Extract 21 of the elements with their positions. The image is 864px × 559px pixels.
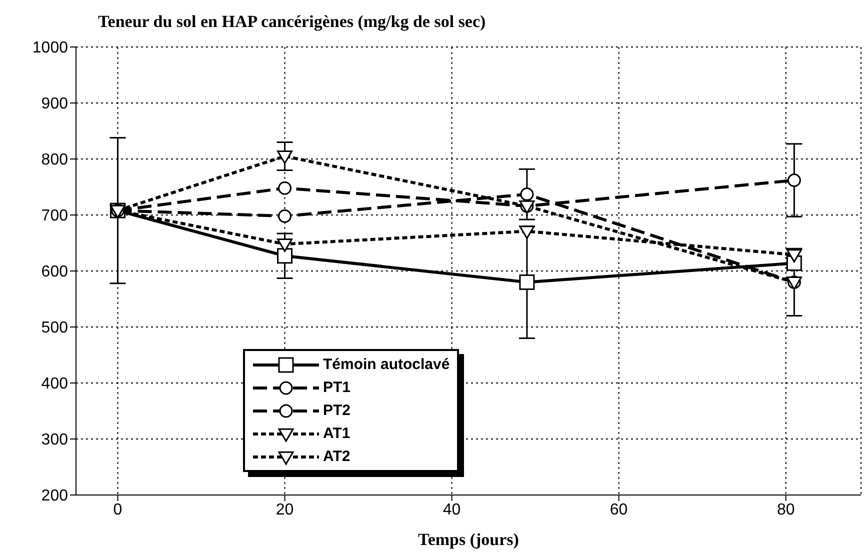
legend-label: PT2 bbox=[323, 402, 351, 419]
x-tick-label: 20 bbox=[276, 501, 294, 518]
y-tick-label: 300 bbox=[41, 432, 68, 449]
y-tick-label: 900 bbox=[41, 96, 68, 113]
chart-title: Teneur du sol en HAP cancérigènes (mg/kg de sol sec) bbox=[98, 12, 486, 32]
y-tick-label: 600 bbox=[41, 264, 68, 281]
legend-label: AT2 bbox=[323, 448, 350, 465]
x-tick-label: 80 bbox=[776, 501, 795, 518]
y-tick-label: 1000 bbox=[32, 40, 68, 57]
x-tick-label: 60 bbox=[610, 501, 628, 518]
x-tick-label: 40 bbox=[442, 501, 461, 518]
y-tick-label: 500 bbox=[41, 320, 68, 337]
legend-label: Témoin autoclavé bbox=[323, 356, 450, 373]
legend-label: AT1 bbox=[323, 425, 350, 442]
y-tick-label: 800 bbox=[41, 152, 68, 169]
y-tick-label: 200 bbox=[41, 488, 68, 505]
x-axis-title: Temps (jours) bbox=[418, 530, 519, 549]
y-tick-label: 400 bbox=[41, 376, 68, 393]
x-tick-label: 0 bbox=[113, 501, 122, 518]
legend-label: PT1 bbox=[323, 379, 351, 396]
y-tick-label: 700 bbox=[41, 208, 68, 225]
